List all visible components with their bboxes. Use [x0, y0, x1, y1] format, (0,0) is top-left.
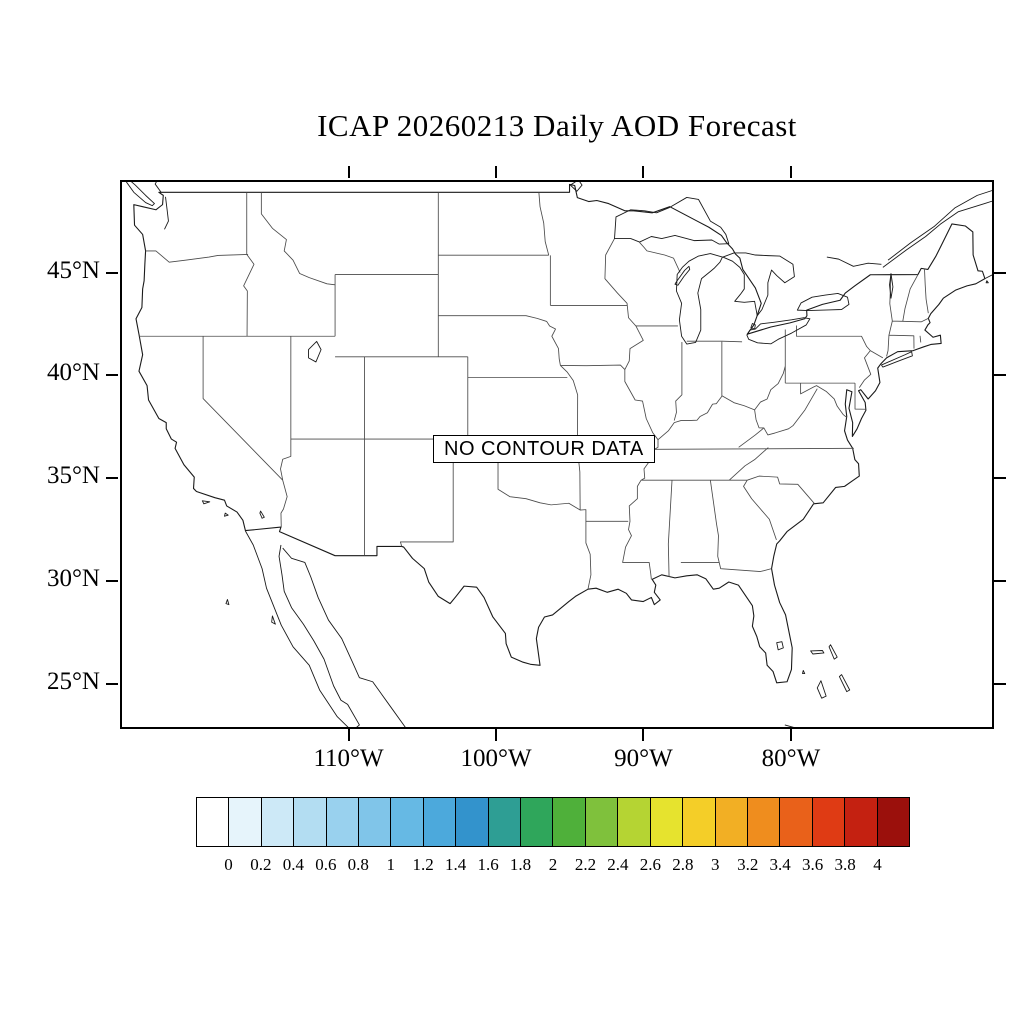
colorbar-cell: [358, 797, 392, 847]
lon-tick-bottom: [789, 729, 792, 741]
lat-tick-left: [106, 477, 118, 480]
lat-tick-label: 40°N: [46, 359, 100, 387]
lat-tick-right: [994, 682, 1006, 685]
colorbar-cell: [649, 797, 684, 847]
colorbar-tick-label: 2.4: [607, 855, 629, 874]
lon-tick-label: 110°W: [313, 745, 384, 772]
colorbar-labels: 0 0.2 0.4 0.6 0.8 1 1.2 1.4 1.6 1.8 2 2.2 2.4 2.6 2.8 3…: [196, 855, 910, 879]
colorbar-cell: [682, 797, 716, 847]
colorbar-tick-label: 1: [386, 855, 395, 874]
colorbar-cell: [520, 797, 554, 847]
lat-tick-left: [106, 682, 118, 685]
lon-tick-label: 90°W: [614, 745, 673, 772]
colorbar-cell: [714, 797, 748, 847]
colorbar-cell: [876, 797, 910, 847]
colorbar-tick-label: 1.2: [412, 855, 434, 874]
lon-tick-bottom: [347, 729, 350, 741]
colorbar-cell: [552, 797, 586, 847]
colorbar-cell: [422, 797, 457, 847]
lon-tick-top: [495, 166, 498, 178]
colorbar-cell: [617, 797, 651, 847]
lat-tick-left: [106, 271, 118, 274]
lon-tick-bottom: [642, 729, 645, 741]
colorbar-cell: [455, 797, 489, 847]
colorbar-tick-label: 0.6: [315, 855, 337, 874]
us-coastline: [134, 184, 985, 682]
colorbar-tick-label: 3.6: [802, 855, 824, 874]
colorbar-tick-label: 1.8: [509, 855, 532, 874]
colorbar-tick-label: 2.2: [574, 855, 597, 874]
colorbar-cell: [487, 797, 522, 847]
colorbar-cell: [228, 797, 262, 847]
colorbar-cell: [779, 797, 813, 847]
lat-tick-left: [106, 374, 118, 377]
lon-tick-top: [789, 166, 792, 178]
plot-title: ICAP 20260213 Daily AOD Forecast: [317, 108, 797, 143]
colorbar: [196, 797, 910, 847]
state-borders: [139, 192, 928, 589]
colorbar-tick-label: 2.8: [672, 855, 694, 874]
lon-tick-bottom: [495, 729, 498, 741]
colorbar-tick-label: 1.6: [477, 855, 499, 874]
colorbar-tick-label: 3.2: [737, 855, 759, 874]
colorbar-tick-label: 2.6: [639, 855, 661, 874]
lat-tick-label: 45°N: [46, 256, 100, 284]
lat-tick-label: 35°N: [46, 462, 100, 490]
colorbar-tick-label: 2: [548, 855, 558, 874]
lat-tick-label: 30°N: [46, 565, 100, 593]
lat-tick-right: [994, 477, 1006, 480]
lat-tick-right: [994, 580, 1006, 583]
colorbar-cell: [260, 797, 295, 847]
colorbar-cell: [390, 797, 424, 847]
lon-tick-label: 80°W: [761, 745, 821, 772]
lat-tick-right: [994, 271, 1006, 274]
colorbar-tick-label: 3: [711, 855, 720, 874]
foreign-coastlines: [125, 182, 992, 727]
colorbar-tick-label: 0: [224, 855, 233, 874]
conus-map: [122, 182, 992, 727]
colorbar-tick-label: 0.2: [250, 855, 272, 874]
colorbar-cell: [293, 797, 327, 847]
lon-tick-label: 100°W: [460, 745, 532, 772]
colorbar-tick-label: 3.4: [769, 855, 791, 874]
colorbar-cell: [844, 797, 878, 847]
colorbar-tick-label: 4: [873, 855, 882, 874]
lon-tick-top: [642, 166, 645, 178]
colorbar-tick-label: 0.4: [282, 855, 304, 874]
colorbar-cell: [325, 797, 360, 847]
colorbar-cell: [584, 797, 619, 847]
colorbar-cell: [811, 797, 846, 847]
no-contour-data-label: NO CONTOUR DATA: [433, 435, 655, 463]
great-lakes: [260, 182, 893, 650]
colorbar-tick-label: 0.8: [347, 855, 369, 874]
lat-tick-right: [994, 374, 1006, 377]
colorbar-cell: [746, 797, 781, 847]
lon-tick-top: [347, 166, 350, 178]
map-frame: [120, 180, 994, 729]
colorbar-cell: [196, 797, 230, 847]
colorbar-tick-label: 1.4: [445, 855, 467, 874]
lat-tick-label: 25°N: [46, 667, 100, 695]
colorbar-tick-label: 3.8: [834, 855, 856, 874]
lat-tick-left: [106, 580, 118, 583]
